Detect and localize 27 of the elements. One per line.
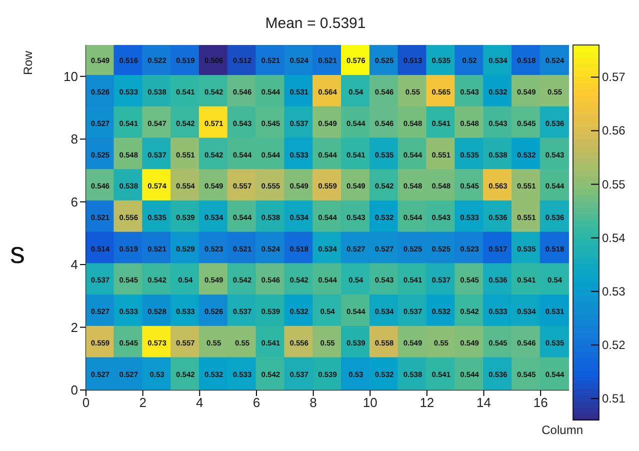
color-bar-label: 0.56 [602,124,626,138]
text: s [10,237,25,270]
y-tick-label: 6 [70,194,78,210]
color-bar-label: 0.51 [602,392,626,406]
color-scale: 0.51 0.52 0.53 0.54 0.55 0.56 0.57 [572,44,626,420]
y-axis-title: Row [21,50,35,76]
x-tick-label: 6 [252,395,260,410]
x-tick-label: 12 [420,395,434,410]
y-tick-label: 8 [70,132,78,147]
color-bar-label: 0.52 [602,338,626,352]
y-tick-label: 10 [64,68,78,84]
color-bar-label: 0.55 [602,177,626,192]
y-tick-label: 0 [70,382,78,398]
x-tick-label: 4 [196,395,204,410]
x-tick-label: 0 [82,395,90,410]
x-tick-label: 14 [476,395,491,410]
x-tick-label: 8 [310,395,317,410]
x-tick-label: 2 [139,395,146,410]
color-bar-label: 0.53 [602,284,626,298]
x-axis-title: Column [542,423,583,437]
chart-title: Mean = 0.5391 [265,15,366,32]
x-tick-label: 16 [533,395,548,410]
y-tick-label: 2 [70,320,78,335]
color-bar-label: 0.54 [602,230,626,245]
y-tick-label: 4 [70,257,78,272]
x-tick-label: 10 [362,395,378,410]
color-bar-label: 0.57 [602,70,626,84]
